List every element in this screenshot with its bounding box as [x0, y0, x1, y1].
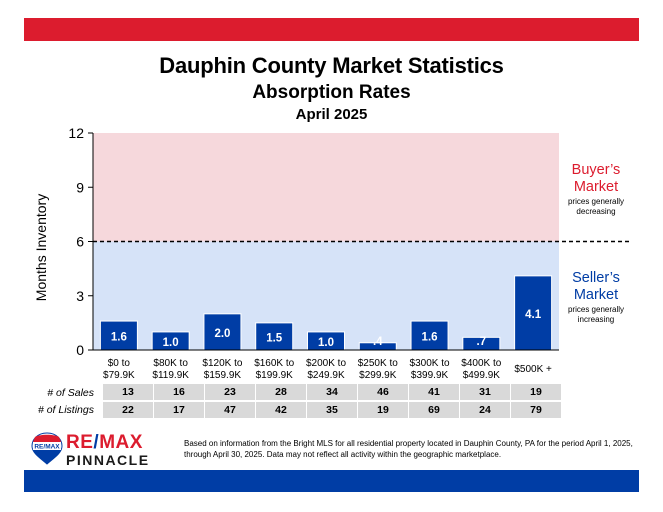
x-tick-line: $400K to — [461, 358, 501, 369]
bar-value-label: .7 — [477, 336, 487, 348]
x-tick-line: $119.9K — [152, 370, 189, 381]
bar-value-label: 1.0 — [318, 337, 334, 349]
x-tick-label: $400K to $499.9K — [461, 358, 501, 381]
bar-value-label: 4.1 — [525, 309, 542, 321]
sales-cell: 31 — [459, 384, 510, 402]
listings-cell: 47 — [204, 402, 255, 418]
x-tick-label: $0 to $79.9K — [103, 358, 135, 381]
sellers-market-note: prices generally — [568, 305, 624, 314]
sellers-market-title: Seller’s — [572, 270, 620, 286]
brand-name-slash: / — [93, 432, 100, 453]
bar-value-label: 1.0 — [163, 337, 179, 349]
x-tick-label: $160K to $199.9K — [254, 358, 294, 381]
x-tick-line: $250K to — [358, 358, 398, 369]
sales-cell: 19 — [510, 384, 561, 402]
sales-cell: 16 — [153, 384, 204, 402]
x-tick-line: $0 to — [108, 358, 131, 369]
listings-cell: 19 — [357, 402, 408, 418]
buyers-market-zone — [93, 133, 559, 242]
listings-row: # of Listings 22 17 47 42 35 19 69 24 79 — [22, 402, 561, 418]
sales-cell: 23 — [204, 384, 255, 402]
listings-row-label: # of Listings — [37, 404, 94, 416]
y-tick-label: 9 — [76, 179, 84, 195]
x-tick-label: $300K to $399.9K — [410, 358, 450, 381]
bottom-blue-band — [24, 470, 639, 492]
sales-cell: 41 — [408, 384, 459, 402]
x-tick-line: $160K to — [254, 358, 294, 369]
buyers-market-note: prices generally — [568, 197, 624, 206]
sales-row-label: # of Sales — [47, 387, 94, 399]
brand-name-re: RE — [66, 432, 94, 453]
buyers-market-title: Buyer’s — [572, 162, 621, 178]
sellers-market-note: increasing — [578, 315, 614, 324]
logo-text: RE/MAX — [34, 444, 60, 451]
sales-cell: 28 — [255, 384, 306, 402]
listings-cell: 35 — [306, 402, 357, 418]
report-period: April 2025 — [295, 106, 368, 123]
x-tick-line: $79.9K — [103, 370, 135, 381]
listings-cell: 17 — [153, 402, 204, 418]
page-title: Dauphin County Market Statistics — [159, 53, 504, 78]
x-tick-line: $80K to — [153, 358, 188, 369]
x-tick-line: $200K to — [306, 358, 346, 369]
source-note: Based on information from the Bright MLS… — [184, 439, 633, 459]
brand-name-max: MAX — [99, 432, 143, 453]
page-subtitle: Absorption Rates — [252, 82, 411, 103]
bar-value-label: 2.0 — [214, 328, 230, 340]
listings-cell: 79 — [510, 402, 561, 418]
x-tick-label: $80K to $119.9K — [152, 358, 189, 381]
x-tick-line: $120K to — [202, 358, 242, 369]
brand-subname: PINNACLE — [66, 452, 150, 468]
x-tick-label: $500K + — [514, 364, 552, 375]
x-tick-line: $399.9K — [411, 370, 449, 381]
x-tick-line: $199.9K — [256, 370, 294, 381]
x-tick-label: $200K to $249.9K — [306, 358, 346, 381]
sellers-market-title: Market — [574, 287, 618, 303]
x-tick-label: $250K to $299.9K — [358, 358, 398, 381]
x-tick-line: $159.9K — [204, 370, 242, 381]
y-tick-label: 0 — [76, 342, 84, 358]
bar-value-label: .4 — [373, 336, 383, 348]
listings-cell: 69 — [408, 402, 459, 418]
listings-cell: 42 — [255, 402, 306, 418]
stats-table: # of Sales 13 16 23 28 34 46 41 31 19 # … — [22, 384, 561, 418]
listings-cell: 22 — [102, 402, 153, 418]
bar — [514, 275, 553, 351]
y-tick-label: 6 — [76, 234, 84, 250]
buyers-market-note: decreasing — [576, 207, 615, 216]
brand-name: RE/MAX — [66, 432, 143, 454]
x-tick-line: $300K to — [410, 358, 450, 369]
x-tick-line: $499.9K — [463, 370, 501, 381]
bar-value-label: 1.5 — [266, 332, 283, 344]
y-axis-title: Months Inventory — [33, 194, 49, 301]
buyers-market-title: Market — [574, 179, 618, 195]
bar-value-label: 1.6 — [422, 332, 438, 344]
top-red-band — [24, 18, 639, 41]
sales-cell: 34 — [306, 384, 357, 402]
bar-value-label: 1.6 — [111, 332, 127, 344]
x-tick-label: $120K to $159.9K — [202, 358, 242, 381]
bar — [255, 322, 294, 351]
x-tick-line: $299.9K — [359, 370, 397, 381]
bar — [410, 320, 449, 351]
balloon-logo-icon: RE/MAX — [31, 432, 63, 465]
x-tick-line: $249.9K — [307, 370, 345, 381]
y-tick-label: 12 — [68, 125, 84, 141]
sales-cell: 13 — [102, 384, 153, 402]
listings-cell: 24 — [459, 402, 510, 418]
y-tick-label: 3 — [76, 288, 84, 304]
sales-row: # of Sales 13 16 23 28 34 46 41 31 19 — [22, 384, 561, 402]
sales-cell: 46 — [357, 384, 408, 402]
